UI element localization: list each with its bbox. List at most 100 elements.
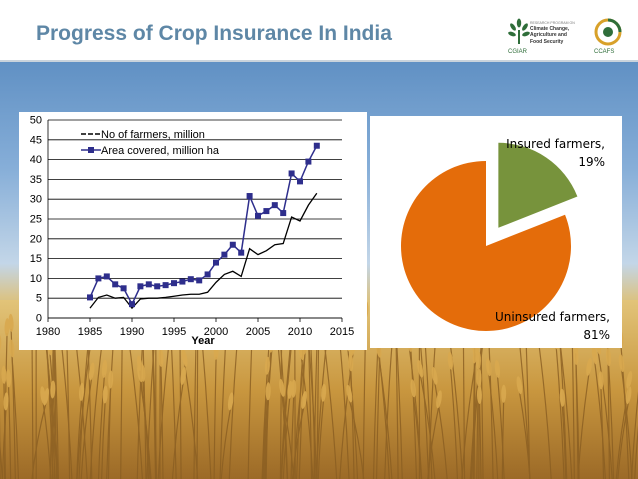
wheat-stalk — [183, 363, 199, 479]
wheat-stalk — [127, 336, 144, 479]
wheat-head — [516, 376, 523, 395]
wheat-stalk — [620, 368, 633, 479]
cgiar-label: CGIAR — [508, 49, 528, 55]
y-tick-label: 15 — [30, 253, 42, 265]
series-area-point — [95, 275, 102, 282]
x-tick-label: 1995 — [162, 326, 186, 338]
wheat-head — [265, 382, 271, 401]
series-area-point — [271, 202, 278, 209]
wheat-head — [586, 358, 592, 376]
wheat-head — [494, 359, 501, 378]
wheat-stalk — [577, 372, 590, 479]
wheat-stalk — [395, 334, 403, 479]
wheat-stalk — [292, 351, 306, 479]
series-area-point — [221, 251, 228, 258]
pie-slice — [498, 142, 578, 228]
series-area-point — [103, 273, 110, 280]
wheat-head — [291, 379, 297, 398]
wheat-stalk — [449, 366, 459, 479]
wheat-head — [108, 370, 114, 389]
wheat-stalk — [607, 363, 615, 479]
wheat-stalk — [408, 348, 423, 479]
wheat-stalk — [54, 343, 59, 479]
wheat-head — [598, 371, 604, 390]
wheat-stalk — [220, 407, 232, 479]
partner-logos: CGIAR RESEARCH PROGRAM ON Climate Change… — [508, 18, 632, 58]
y-tick-label: 25 — [30, 214, 42, 226]
wheat-stalk — [290, 394, 295, 479]
series-area-point — [297, 178, 303, 185]
x-tick-label: 2010 — [288, 326, 312, 338]
wheat-head — [40, 386, 46, 405]
program-text: RESEARCH PROGRAM ON Climate Change, Agri… — [530, 21, 575, 45]
wheat-stalk — [7, 384, 12, 479]
wheat-head — [6, 369, 12, 388]
wheat-head — [476, 368, 482, 387]
wheat-stalk — [488, 373, 499, 479]
wheat-stalk — [171, 381, 184, 479]
series-area-point — [145, 281, 152, 288]
wheat-stalk — [561, 403, 567, 479]
wheat-stalk — [78, 336, 90, 479]
wheat-stalk — [281, 393, 295, 479]
x-axis-title: Year — [191, 335, 215, 347]
y-tick-label: 20 — [30, 233, 42, 245]
series-area-point — [238, 249, 245, 256]
wheat-head — [447, 351, 454, 370]
x-tick-label: 1980 — [36, 326, 60, 338]
wheat-head — [79, 382, 85, 401]
wheat-stalk — [42, 401, 52, 479]
series-area-point — [154, 283, 161, 290]
series-area-point — [263, 208, 270, 215]
legend-marker-area — [88, 147, 94, 153]
pie-chart-panel: Insured farmers, 19% Uninsured farmers, 81% — [370, 116, 622, 348]
wheat-stalk — [307, 340, 318, 479]
wheat-head — [476, 385, 482, 404]
wheat-stalk — [282, 395, 291, 479]
series-area-point — [179, 278, 186, 285]
wheat-head — [287, 380, 293, 399]
wheat-stalk — [142, 378, 150, 479]
wheat-head — [158, 348, 164, 367]
wheat-stalk — [461, 360, 477, 479]
wheat-stalk — [136, 337, 144, 479]
line-chart-panel: 0 5 10 15 20 25 30 35 40 45 50 1980 1985 1990 1995 2000… — [19, 112, 367, 350]
legend-label-area: Area covered, million ha — [101, 145, 220, 157]
x-tick-label: 1985 — [78, 326, 102, 338]
wheat-stalk — [0, 440, 3, 479]
wheat-head — [3, 392, 9, 411]
wheat-head — [264, 356, 270, 375]
wheat-stalk — [617, 401, 630, 479]
series-area-point — [305, 158, 312, 165]
wheat-head — [618, 354, 625, 372]
pie-value-insured: 19% — [578, 155, 605, 169]
y-tick-label: 10 — [30, 273, 42, 285]
wheat-stalk — [317, 398, 325, 479]
y-tick-label: 45 — [30, 134, 42, 146]
header-divider — [0, 60, 638, 62]
wheat-stalk — [496, 374, 505, 479]
ccafs-label: CCAFS — [594, 49, 615, 55]
series-area-point — [187, 276, 194, 283]
wheat-stalk — [434, 381, 448, 479]
wheat-stalk — [348, 399, 365, 479]
y-tick-label: 35 — [30, 174, 42, 186]
wheat-head — [50, 380, 56, 399]
wheat-head — [417, 360, 424, 378]
wheat-stalk — [66, 347, 71, 479]
wheat-stalk — [428, 332, 437, 479]
wheat-stalk — [76, 397, 83, 479]
series-area-point — [246, 193, 253, 200]
wheat-head — [102, 385, 108, 404]
line-chart: 0 5 10 15 20 25 30 35 40 45 50 1980 1985 1990 1995 2000… — [30, 115, 354, 348]
ccafs-logo-icon — [594, 18, 622, 46]
wheat-head — [625, 386, 632, 405]
y-tick-label: 5 — [36, 293, 42, 305]
series-area-point — [196, 277, 203, 284]
pie-label-insured: Insured farmers, — [506, 137, 605, 151]
wheat-stalk — [350, 368, 355, 479]
legend-label-farmers: No of farmers, million — [101, 129, 205, 141]
wheat-stalk — [501, 399, 505, 479]
x-tick-label: 1990 — [120, 326, 144, 338]
series-area-point — [229, 241, 236, 248]
